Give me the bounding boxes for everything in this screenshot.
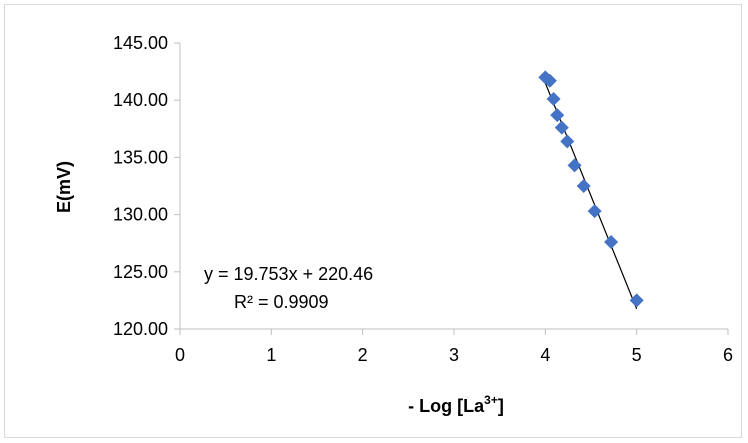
x-axis-title-end: ] bbox=[498, 396, 504, 416]
y-tick-label: 120.00 bbox=[113, 319, 168, 339]
y-axis-title: E(mV) bbox=[54, 161, 74, 213]
trendline-line bbox=[544, 82, 638, 310]
x-axis bbox=[179, 328, 729, 335]
x-tick-label: 3 bbox=[449, 345, 459, 365]
data-point bbox=[554, 120, 569, 135]
y-tick-label: 135.00 bbox=[113, 147, 168, 167]
x-tick-label: 2 bbox=[358, 345, 368, 365]
y-tick-label: 125.00 bbox=[113, 262, 168, 282]
y-tick-label: 145.00 bbox=[113, 33, 168, 53]
data-point bbox=[542, 73, 557, 88]
trendline-r-squared: R² = 0.9909 bbox=[234, 292, 329, 312]
data-point bbox=[587, 204, 602, 219]
x-tick-label: 4 bbox=[540, 345, 550, 365]
trendline bbox=[544, 82, 638, 310]
y-tick-label: 140.00 bbox=[113, 90, 168, 110]
data-points bbox=[538, 70, 644, 308]
data-point bbox=[576, 179, 591, 193]
x-tick-label: 0 bbox=[175, 345, 185, 365]
y-tick-label: 130.00 bbox=[113, 205, 168, 225]
x-tick-label: 6 bbox=[723, 345, 733, 365]
data-point bbox=[546, 92, 561, 107]
x-tick-label: 1 bbox=[266, 345, 276, 365]
trendline-equation: y = 19.753x + 220.46 bbox=[204, 264, 373, 284]
x-axis-title-superscript: 3+ bbox=[484, 393, 498, 407]
data-point bbox=[567, 158, 582, 173]
data-point bbox=[550, 108, 565, 123]
data-point bbox=[629, 293, 644, 308]
data-point bbox=[604, 235, 619, 250]
x-tick-labels: 0 1 2 3 4 5 6 bbox=[175, 345, 733, 365]
chart-frame bbox=[4, 4, 742, 438]
y-axis bbox=[174, 42, 181, 330]
data-point bbox=[560, 134, 575, 149]
x-axis-title-main: - Log [La bbox=[408, 396, 485, 416]
x-tick-label: 5 bbox=[632, 345, 642, 365]
x-axis-title: - Log [La3+] bbox=[408, 393, 504, 416]
y-tick-labels: 120.00 125.00 130.00 135.00 140.00 145.00 bbox=[113, 33, 168, 339]
